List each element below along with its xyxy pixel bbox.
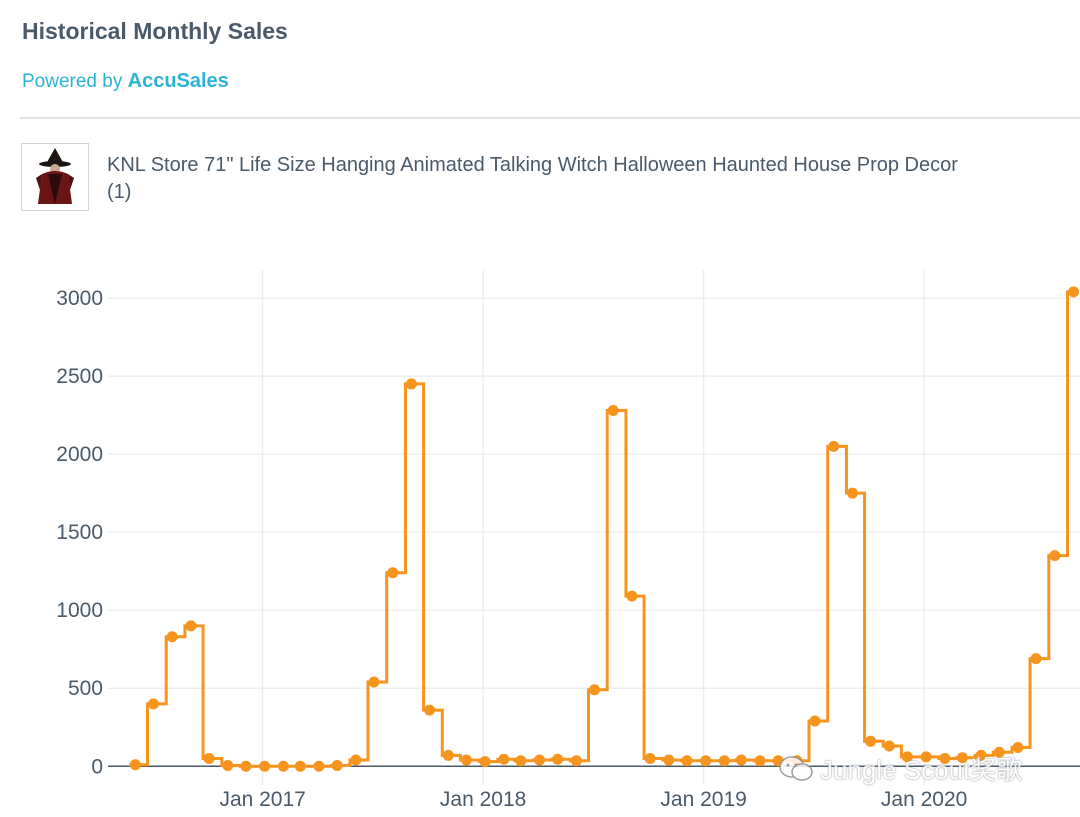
y-tick-label: 2000 [56,443,103,466]
data-point[interactable] [368,676,380,688]
data-point[interactable] [754,755,766,767]
x-tick-label: Jan 2017 [219,788,305,811]
data-point[interactable] [479,756,491,768]
y-tick-label: 0 [91,755,103,778]
data-point[interactable] [828,440,840,452]
data-point[interactable] [865,735,877,747]
brand-logo[interactable]: AccuSales [127,70,229,92]
data-point[interactable] [350,754,362,766]
data-point[interactable] [735,754,747,766]
series-line [129,290,1077,768]
data-point[interactable] [700,755,712,767]
data-point[interactable] [663,754,675,766]
data-point[interactable] [185,620,197,632]
y-tick-label: 500 [68,677,103,700]
y-tick-label: 2500 [56,365,103,388]
data-point[interactable] [515,755,527,767]
data-point[interactable] [718,755,730,767]
data-point[interactable] [222,759,234,771]
data-point[interactable] [809,715,821,727]
y-tick-label: 3000 [56,287,103,310]
data-point[interactable] [901,751,913,763]
data-point[interactable] [442,749,454,761]
x-tick-label: Jan 2019 [660,788,746,811]
product-title[interactable]: KNL Store 71" Life Size Hanging Animated… [107,152,1077,206]
data-point[interactable] [681,755,693,767]
data-point[interactable] [1030,653,1042,665]
data-point[interactable] [588,684,600,696]
data-point[interactable] [203,752,215,764]
data-point[interactable] [846,487,858,499]
data-point[interactable] [939,752,951,764]
data-point[interactable] [1049,550,1061,562]
data-point[interactable] [570,755,582,767]
data-point[interactable] [460,754,472,766]
divider [20,117,1080,119]
chart-grid [108,270,1080,785]
powered-by: Powered by AccuSales [22,70,229,93]
data-point[interactable] [147,698,159,710]
wechat-icon [779,755,813,781]
data-point[interactable] [552,753,564,765]
sales-chart: 0 500 1000 1500 2000 2500 3000 Jan 2017 Jan 201… [56,270,1080,811]
data-point[interactable] [993,746,1005,758]
data-point[interactable] [534,754,546,766]
product-thumbnail[interactable] [21,143,89,211]
witch-figure-icon [22,144,88,210]
product-name: KNL Store 71" Life Size Hanging Animated… [107,154,958,176]
data-point[interactable] [313,760,325,772]
data-point[interactable] [644,752,656,764]
data-point[interactable] [1012,742,1024,754]
y-axis-ticks: 0 500 1000 1500 2000 2500 3000 [56,287,103,778]
data-point[interactable] [424,704,436,716]
data-point[interactable] [259,760,271,772]
data-point[interactable] [883,740,895,752]
watermark-text: Jungle Scout奖歌 [820,755,1023,785]
data-point[interactable] [975,749,987,761]
data-point[interactable] [129,759,141,771]
data-point[interactable] [405,378,417,390]
x-tick-label: Jan 2018 [440,788,526,811]
page-title: Historical Monthly Sales [22,18,288,44]
data-point[interactable] [240,760,252,772]
y-tick-label: 1500 [56,521,103,544]
product-suffix: (1) [107,181,132,203]
data-point[interactable] [607,404,619,416]
data-point[interactable] [331,759,343,771]
data-point[interactable] [387,567,399,579]
y-tick-label: 1000 [56,599,103,622]
data-point[interactable] [1068,286,1080,298]
data-point[interactable] [956,752,968,764]
watermark: Jungle Scout奖歌 [778,750,1022,787]
data-point[interactable] [498,753,510,765]
powered-by-label: Powered by [22,71,123,92]
data-point[interactable] [277,760,289,772]
data-point[interactable] [166,631,178,643]
x-tick-label: Jan 2020 [881,788,967,811]
series-points [129,286,1080,772]
data-point[interactable] [294,760,306,772]
data-point[interactable] [920,751,932,763]
data-point[interactable] [626,590,638,602]
